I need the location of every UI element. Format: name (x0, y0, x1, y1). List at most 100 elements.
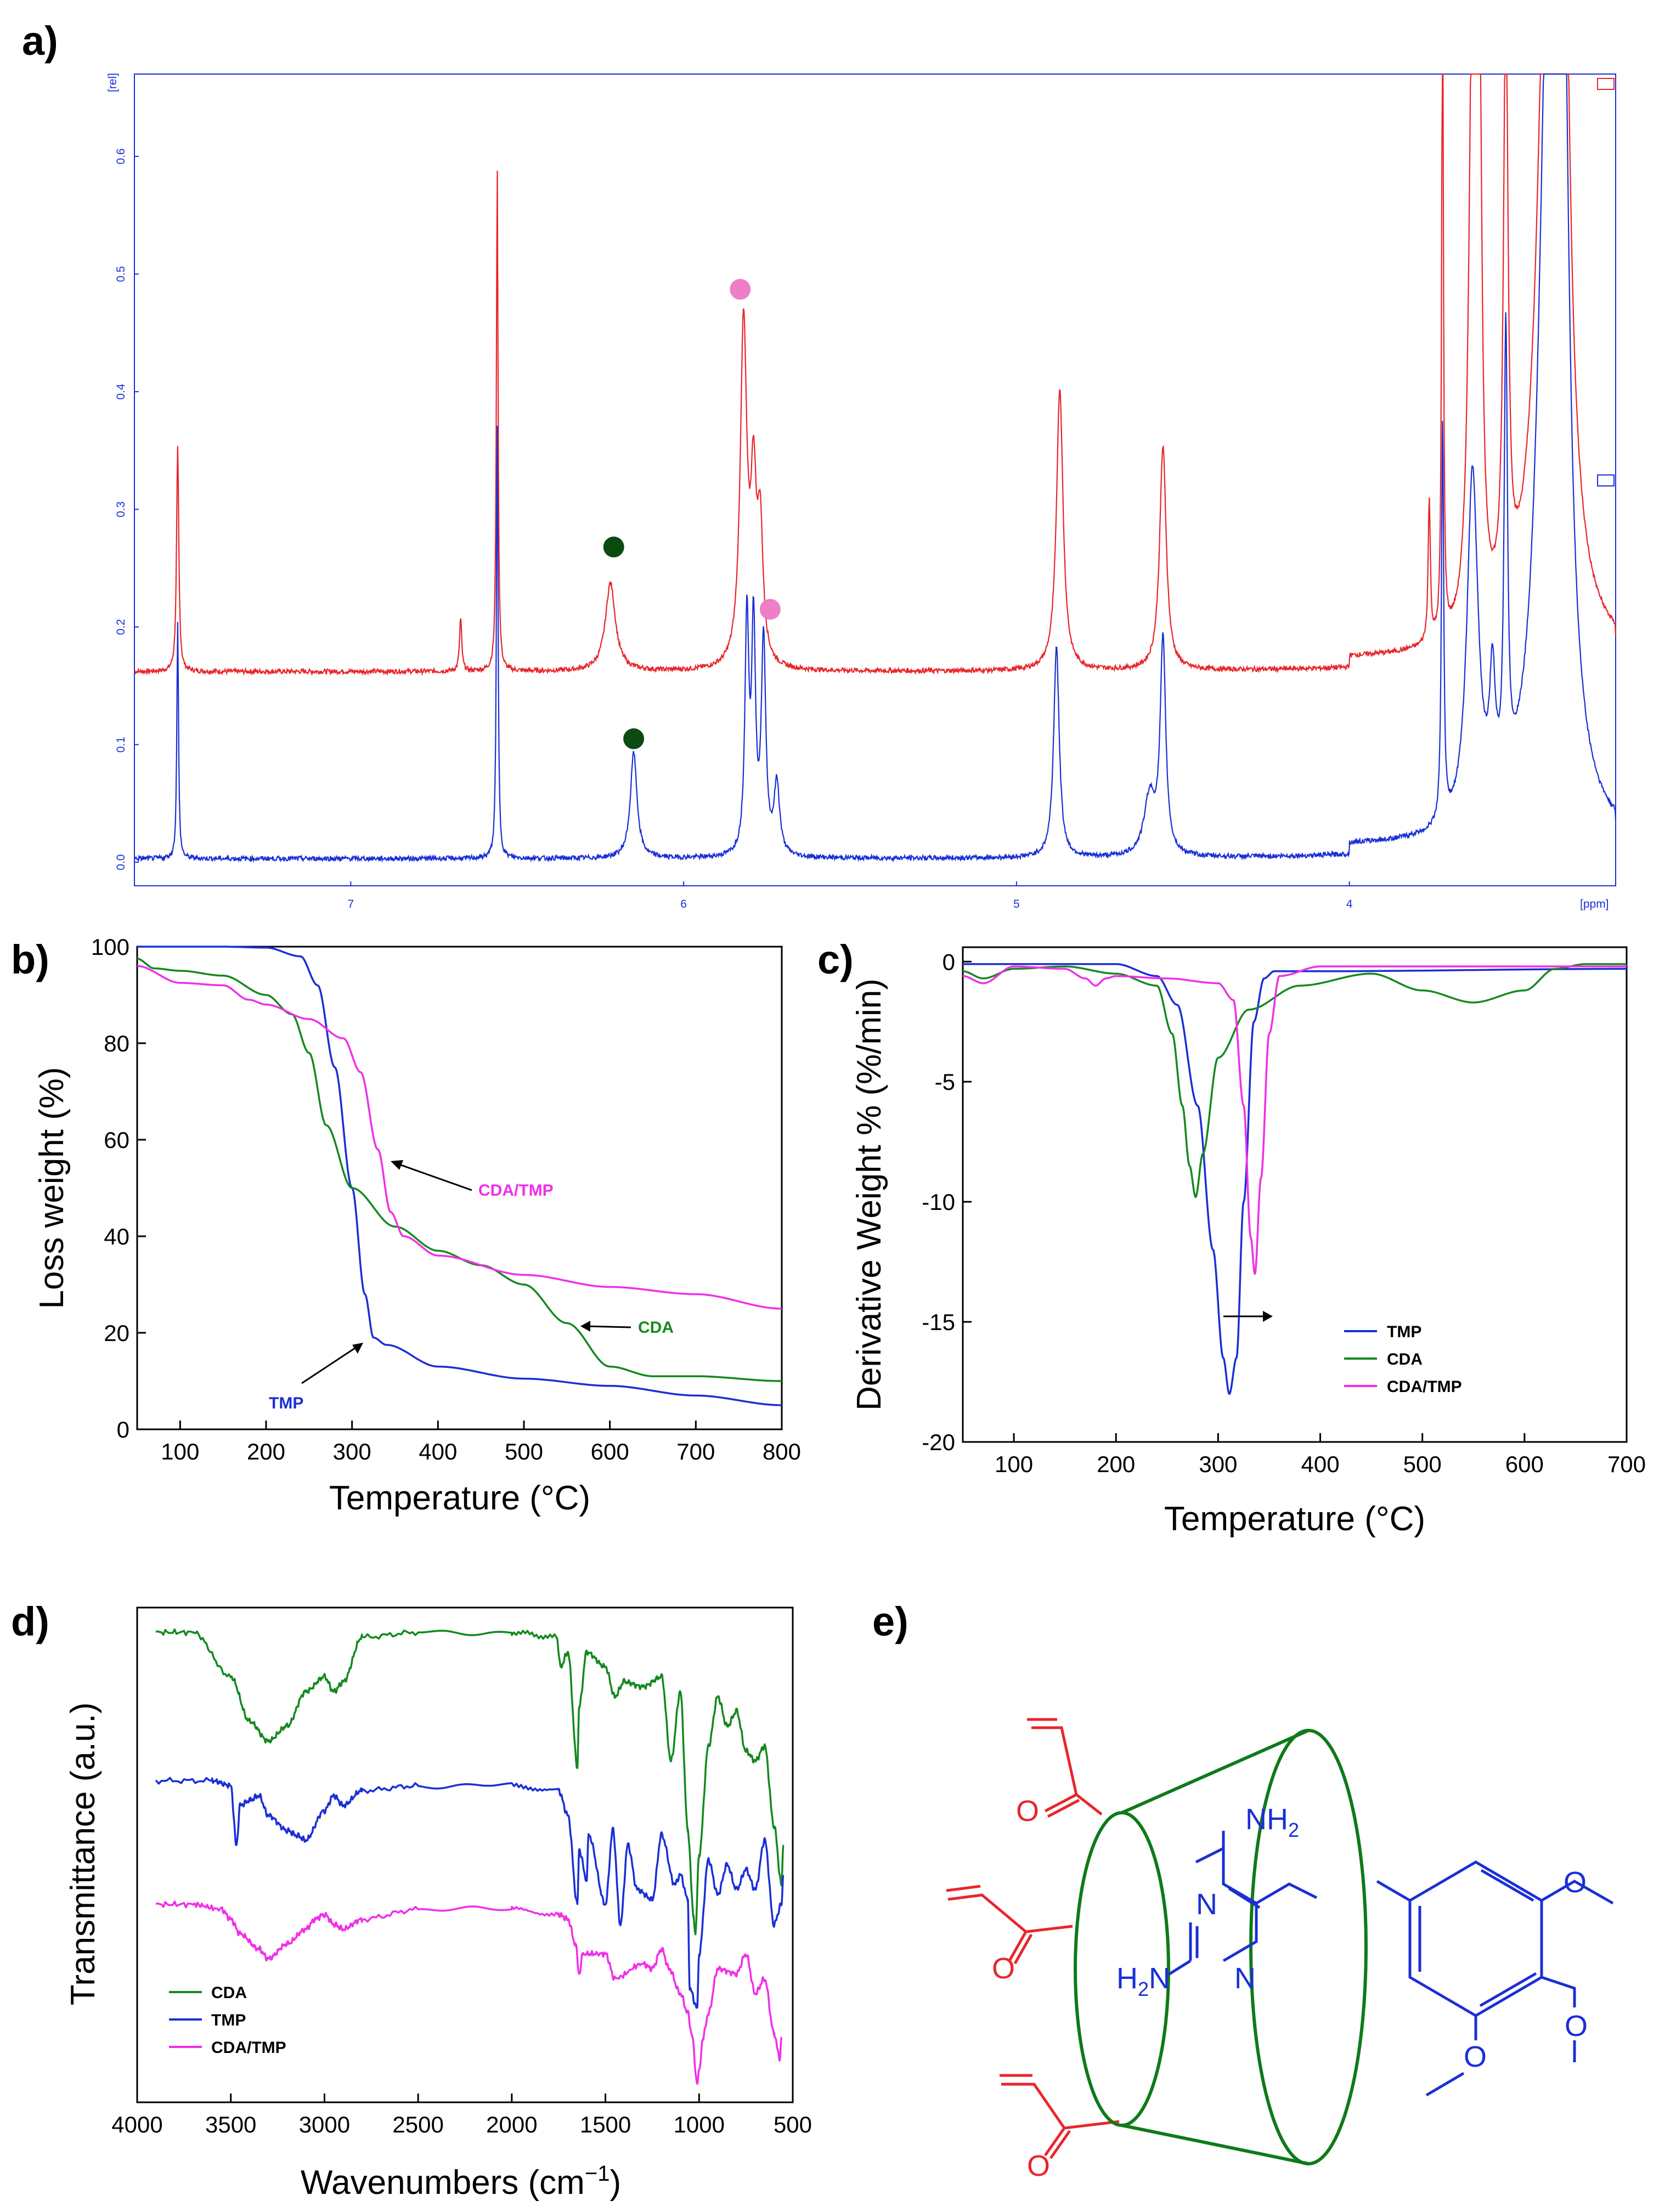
series-cda-tmp (137, 965, 782, 1310)
benzene-ring (1408, 1860, 1543, 2017)
acrylate-mid-chain (947, 1893, 1073, 1933)
panel-c-frame (962, 946, 1628, 1443)
xtick-label: 700 (1607, 1451, 1646, 1477)
a-xtick-label: 4 (1346, 898, 1353, 910)
arrow-line (397, 1163, 472, 1191)
atom-o-top: O (1016, 1795, 1039, 1828)
xtick-label: 300 (333, 1439, 371, 1464)
xtick-label: 2500 (392, 2112, 443, 2137)
legend-d: CDA TMP CDA/TMP (169, 1984, 286, 2057)
peak-marker-dark-green (603, 536, 624, 558)
xtick-label: 2000 (486, 2112, 537, 2137)
panel-b-frame (136, 946, 783, 1430)
a-xtick-label: 5 (1013, 898, 1020, 910)
arrow-head (391, 1160, 403, 1170)
atom-h2n: H2N (1116, 1962, 1170, 2000)
a-ytick-label: 0.3 (115, 501, 127, 517)
bond-h2n (1167, 1959, 1192, 1976)
series-tmp (137, 946, 782, 1406)
label-cda: CDA (638, 1319, 674, 1337)
panel-b-tga: 100 200 300 400 500 600 700 800 0 20 40 60 80 100 Tem… (33, 934, 801, 1517)
peak-marker-pink (759, 598, 781, 620)
series-cda-tmp (155, 1900, 783, 2085)
panel-c-dtg: 100 200 300 400 500 600 700 -20 -15 -10 -5 0 Temper… (850, 946, 1646, 1538)
ytick-label: 0 (943, 949, 955, 975)
a-ytick-label: 0.1 (115, 737, 127, 753)
xtick-label: 500 (774, 2112, 812, 2137)
red-integral-marker (1597, 78, 1615, 90)
series-cda-tmp (962, 965, 1627, 1275)
a-ytick-label: 0.2 (115, 619, 127, 635)
legend-label-cda-tmp: CDA/TMP (1387, 1378, 1462, 1396)
ytick-label: 100 (91, 934, 129, 960)
panel-a-xlabel: [ppm] (1580, 898, 1609, 910)
trimethoprim-bonds (1167, 1831, 1614, 2097)
annotation-cda: CDA (580, 1319, 674, 1337)
legend-label-tmp: TMP (1387, 1323, 1421, 1341)
legend-label-tmp: TMP (211, 2011, 246, 2029)
cone-bottom-edge (1121, 2124, 1309, 2165)
panel-label-d: d) (11, 1599, 49, 1644)
cyclodextrin-cone (1074, 1729, 1368, 2165)
acrylate-top-co2 (1047, 1798, 1080, 1818)
panel-label-b: b) (11, 937, 49, 982)
xtick-label: 200 (247, 1439, 285, 1464)
acrylate-low-chain (1001, 2083, 1120, 2130)
nmr-series-lower (134, 73, 1617, 863)
legend-label-cda-tmp: CDA/TMP (211, 2039, 286, 2057)
methoxy-mid (1541, 1976, 1576, 2007)
ytick-label: -5 (935, 1069, 955, 1095)
ytick-label: 60 (104, 1127, 129, 1153)
atom-nh2: NH2 (1245, 1803, 1299, 1841)
acrylate-mid-co2 (1013, 1933, 1033, 1965)
acrylate-top-chain (1031, 1726, 1103, 1815)
panel-d-xlabel: Wavenumbers (cm−1) (301, 2162, 621, 2202)
label-tmp: TMP (269, 1394, 303, 1412)
ytick-label: 0 (117, 1417, 129, 1442)
xtick-label: 3000 (299, 2112, 350, 2137)
benzene-double (1418, 1869, 1537, 2007)
series-cda (962, 963, 1627, 1198)
xtick-label: 4000 (111, 2112, 162, 2137)
xtick-label: 600 (1505, 1451, 1544, 1477)
atom-o-methoxy-mid: O (1565, 2010, 1588, 2043)
a-xtick-label: 7 (348, 898, 354, 910)
panel-label-c: c) (817, 937, 854, 982)
ytick-label: 20 (104, 1320, 129, 1346)
ytick-label: -15 (922, 1309, 955, 1335)
panel-a-ylabel: [rel] (106, 73, 119, 92)
xtick-label: 400 (1301, 1451, 1339, 1477)
ytick-label: -20 (922, 1429, 955, 1455)
ytick-label: 40 (104, 1224, 129, 1249)
ytick-label: 80 (104, 1031, 129, 1056)
xtick-label: 500 (505, 1439, 543, 1464)
series-cda (137, 958, 782, 1382)
xtick-label: 1000 (674, 2112, 725, 2137)
a-ytick-label: 0.5 (115, 266, 127, 282)
xtick-label: 100 (161, 1439, 199, 1464)
peak-marker-dark-green (623, 728, 645, 749)
series-tmp (155, 1777, 785, 2009)
panel-b-xlabel: Temperature (°C) (329, 1479, 590, 1517)
arrow-line (586, 1325, 631, 1328)
acrylate-mid-co (1008, 1931, 1028, 1962)
panel-a-nmr: [rel] [ppm] 0.0 0.1 0.2 0.3 0.4 0.5 0.6 7 6 5 4 (106, 73, 1617, 910)
acrylate-low-co2 (1049, 2130, 1071, 2159)
arrow-head (580, 1321, 590, 1332)
panel-d-ftir: 4000 3500 3000 2500 2000 1500 1000 500 Wavenumb… (64, 1606, 812, 2202)
a-xtick-label: 6 (680, 898, 687, 910)
bond-ch2 (1255, 1882, 1318, 1905)
arrow-right (1223, 1311, 1273, 1322)
methoxy-low-methyl (1425, 2072, 1465, 2097)
blue-integral-marker (1597, 474, 1615, 486)
label-cda-tmp: CDA/TMP (478, 1181, 554, 1200)
nmr-series-upper (134, 73, 1617, 676)
legend-c: TMP CDA CDA/TMP (1344, 1323, 1462, 1396)
legend-label-cda: CDA (1387, 1350, 1423, 1368)
panel-e-inclusion-complex: O O O NH2 N N H2N O (946, 1718, 1614, 2182)
cone-large-rim (1249, 1729, 1368, 2165)
panel-label-e: e) (872, 1599, 908, 1644)
panel-d-ylabel: Transmittance (a.u.) (64, 1702, 102, 2005)
atom-o-methoxy-low: O (1464, 2040, 1487, 2073)
a-ytick-label: 0.0 (115, 854, 127, 870)
